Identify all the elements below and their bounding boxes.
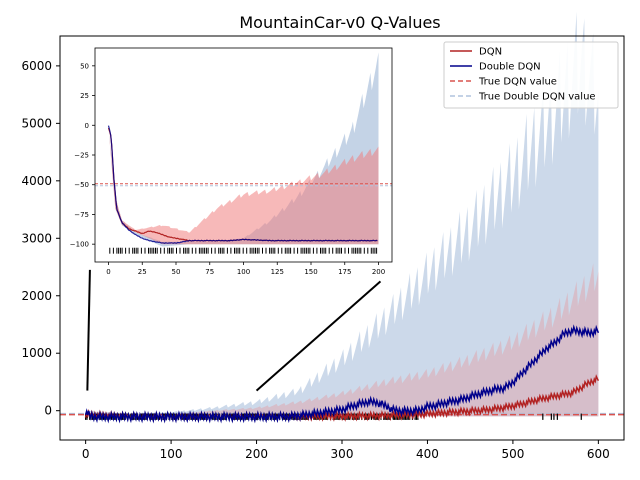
x-tick-label: 400 bbox=[416, 447, 439, 461]
y-tick-label: 4000 bbox=[21, 174, 52, 188]
y-tick-label: 6000 bbox=[21, 59, 52, 73]
inset-double-dqn-line bbox=[107, 125, 378, 244]
legend-label: True Double DQN value bbox=[478, 92, 596, 103]
inset-x-tick-label: 150 bbox=[304, 268, 317, 276]
chart-title: MountainCar-v0 Q-Values bbox=[239, 13, 440, 32]
y-tick-label: 1000 bbox=[21, 346, 52, 360]
legend-label: True DQN value bbox=[478, 77, 557, 88]
y-tick-label: 5000 bbox=[21, 116, 52, 130]
y-tick-label: 2000 bbox=[21, 289, 52, 303]
inset-x-tick-label: 125 bbox=[271, 268, 284, 276]
x-tick-label: 500 bbox=[501, 447, 524, 461]
y-tick-label: 0 bbox=[44, 404, 52, 418]
legend: DQN Double DQN True DQN value True Double D… bbox=[443, 41, 619, 109]
x-tick-label: 600 bbox=[587, 447, 610, 461]
inset-y-tick-label: −100 bbox=[70, 241, 89, 249]
inset-x-tick-label: 75 bbox=[205, 268, 214, 276]
inset-x-tick-label: 100 bbox=[237, 268, 250, 276]
inset-y-tick-label: −75 bbox=[74, 211, 89, 219]
inset-dqn-band bbox=[108, 127, 379, 245]
inset-y-tick-label: 50 bbox=[80, 62, 89, 70]
inset-chart: 0 25 50 75 100 125 150 175 200 −100 −75 −50 −25 0 25 50 bbox=[70, 47, 393, 276]
x-tick-label: 0 bbox=[82, 447, 90, 461]
y-tick-label: 3000 bbox=[21, 231, 52, 245]
inset-x-tick-label: 175 bbox=[338, 268, 351, 276]
inset-connector-left bbox=[86, 269, 91, 391]
inset-y-tick-label: 25 bbox=[80, 92, 89, 100]
double-dqn-line bbox=[84, 324, 600, 424]
inset-connector-right bbox=[255, 280, 382, 392]
x-tick-label: 200 bbox=[245, 447, 268, 461]
dqn-band bbox=[85, 263, 599, 417]
inset-x-tick-label: 0 bbox=[106, 268, 110, 276]
x-tick-label: 100 bbox=[160, 447, 183, 461]
inset-y-tick-label: 0 bbox=[85, 122, 89, 130]
inset-x-tick-label: 200 bbox=[372, 268, 385, 276]
x-tick-label: 300 bbox=[331, 447, 354, 461]
inset-x-tick-label: 25 bbox=[138, 268, 147, 276]
legend-box bbox=[443, 41, 619, 109]
double-dqn-band bbox=[85, 11, 599, 417]
legend-label: DQN bbox=[479, 47, 502, 58]
inset-x-tick-label: 50 bbox=[172, 268, 181, 276]
inset-y-tick-label: −25 bbox=[74, 152, 89, 160]
inset-y-tick-label: −50 bbox=[74, 181, 89, 189]
legend-label: Double DQN bbox=[479, 62, 541, 73]
